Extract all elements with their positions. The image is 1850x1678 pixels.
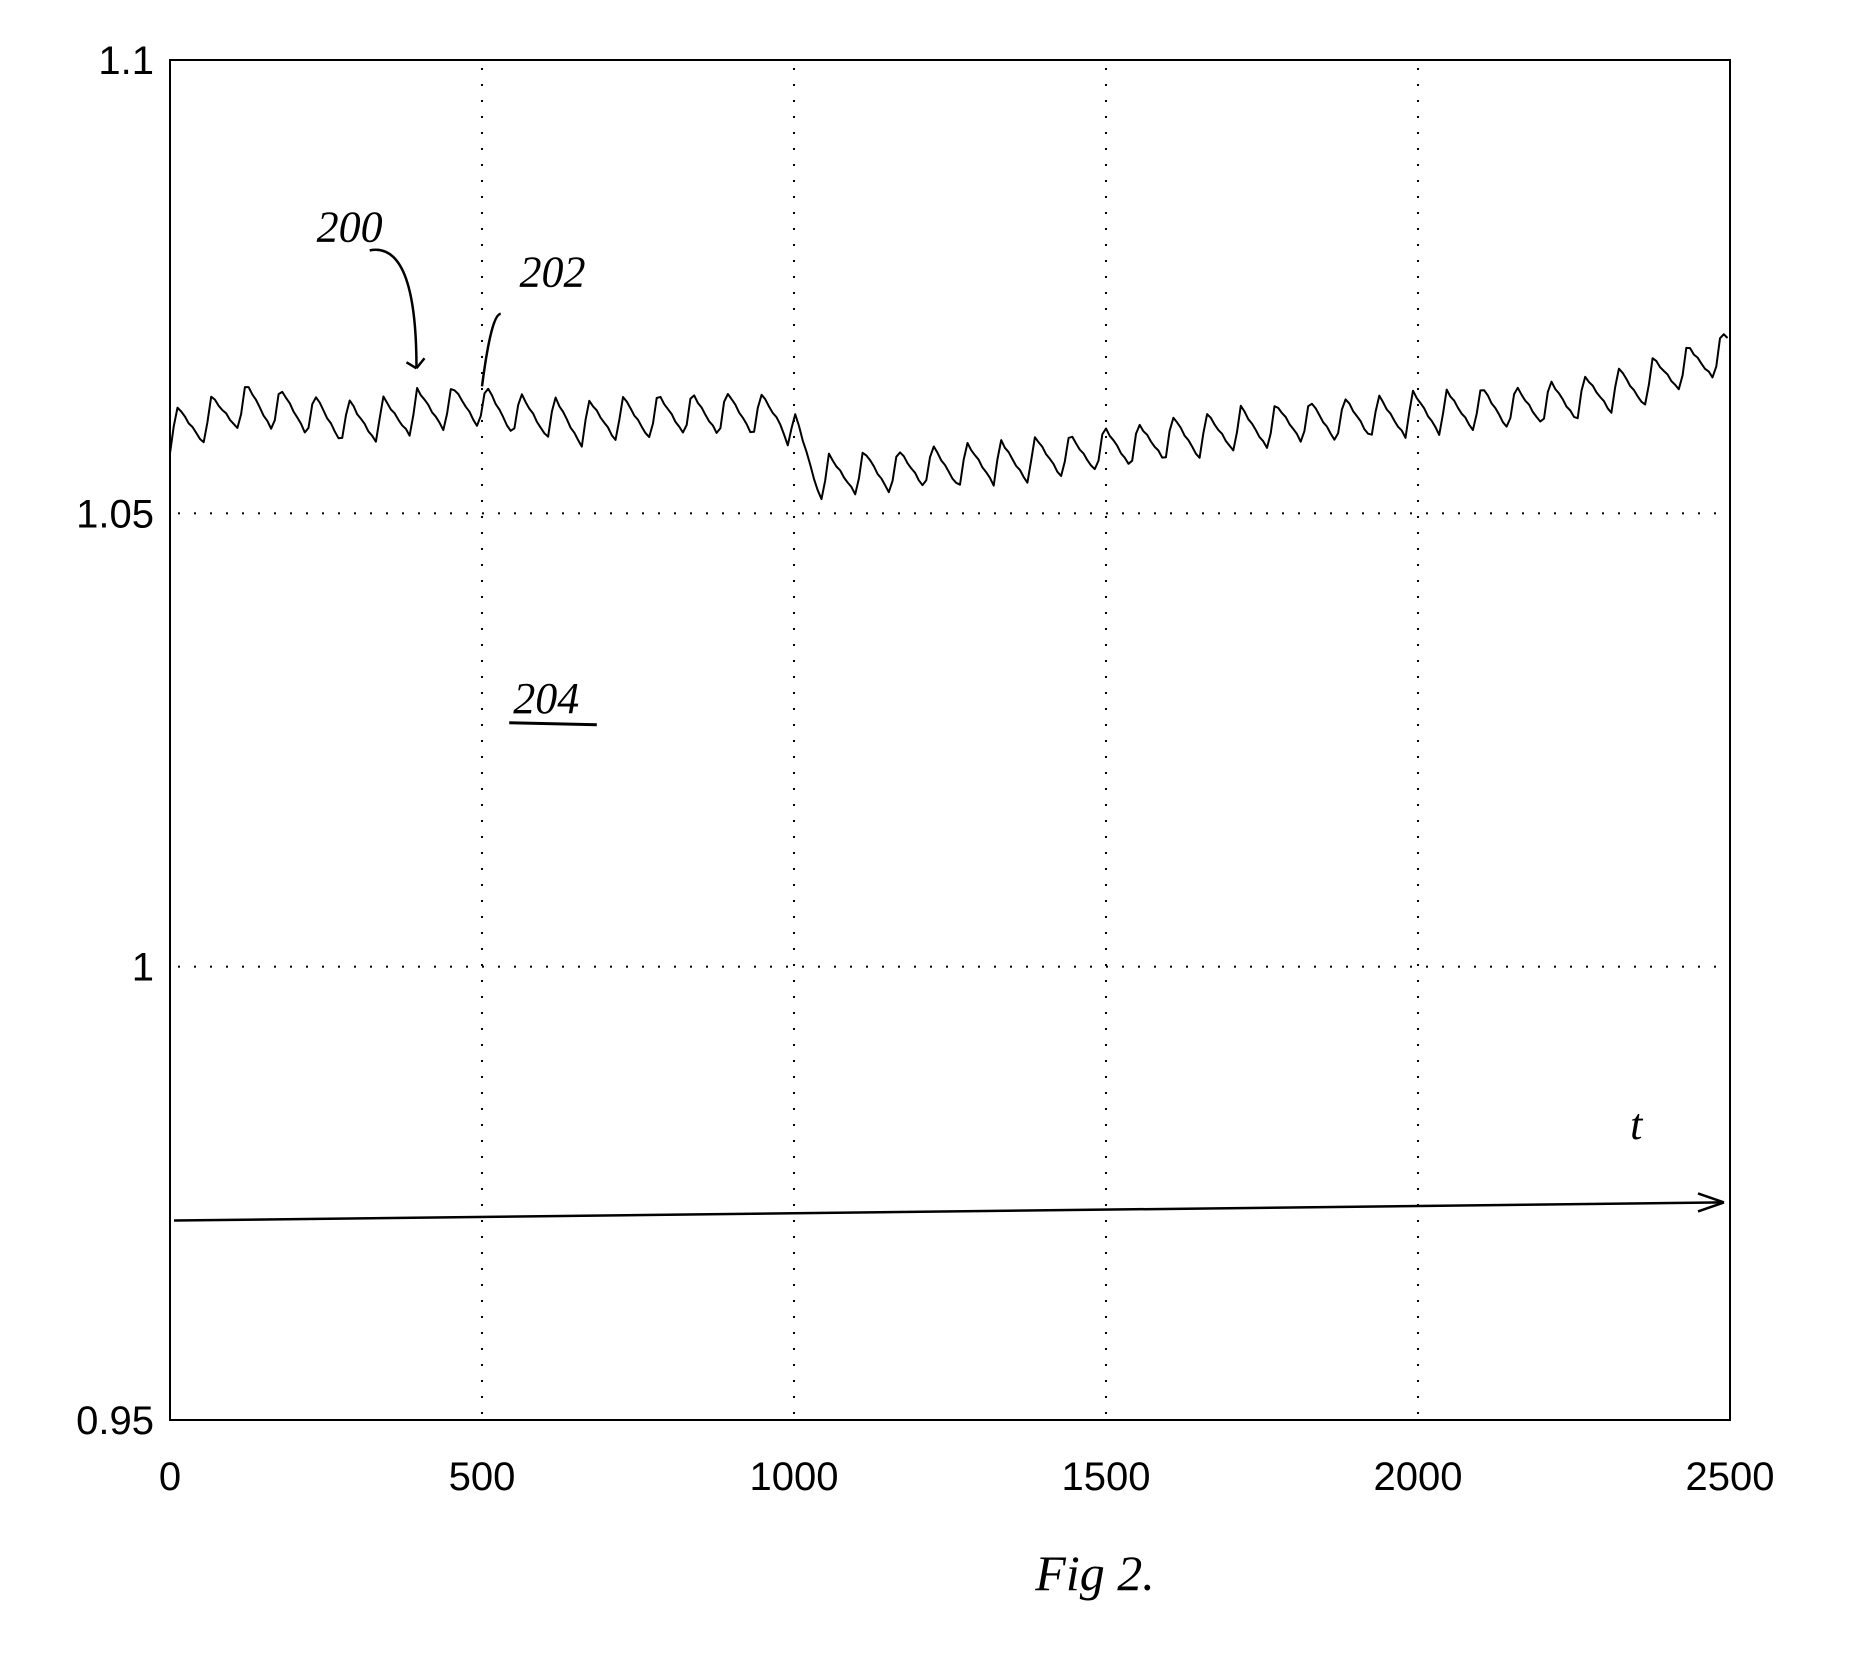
figure-bg	[0, 0, 1850, 1678]
figure-svg: 0 500 1000 1500 2000 2500 0.95 1 1.05 1.1 200 202 20…	[0, 0, 1850, 1678]
x-tick-label: 1000	[750, 1455, 839, 1499]
ann-204: 204	[513, 674, 579, 723]
ann-200: 200	[317, 202, 383, 251]
figure-caption: Fig 2.	[1034, 1545, 1154, 1601]
x-tick-label: 2000	[1374, 1455, 1463, 1499]
x-tick-label: 0	[159, 1455, 181, 1499]
y-tick-label: 1.05	[76, 492, 154, 536]
axis-t: t	[1630, 1100, 1644, 1149]
ann-202: 202	[519, 248, 585, 297]
figure-container: 0 500 1000 1500 2000 2500 0.95 1 1.05 1.1 200 202 20…	[0, 0, 1850, 1678]
y-tick-label: 1	[132, 946, 154, 990]
ann-204-underline	[509, 723, 597, 725]
x-tick-label: 2500	[1686, 1455, 1775, 1499]
x-tick-label: 1500	[1062, 1455, 1151, 1499]
y-tick-label: 1.1	[98, 39, 154, 83]
y-tick-label: 0.95	[76, 1399, 154, 1443]
x-tick-label: 500	[449, 1455, 516, 1499]
